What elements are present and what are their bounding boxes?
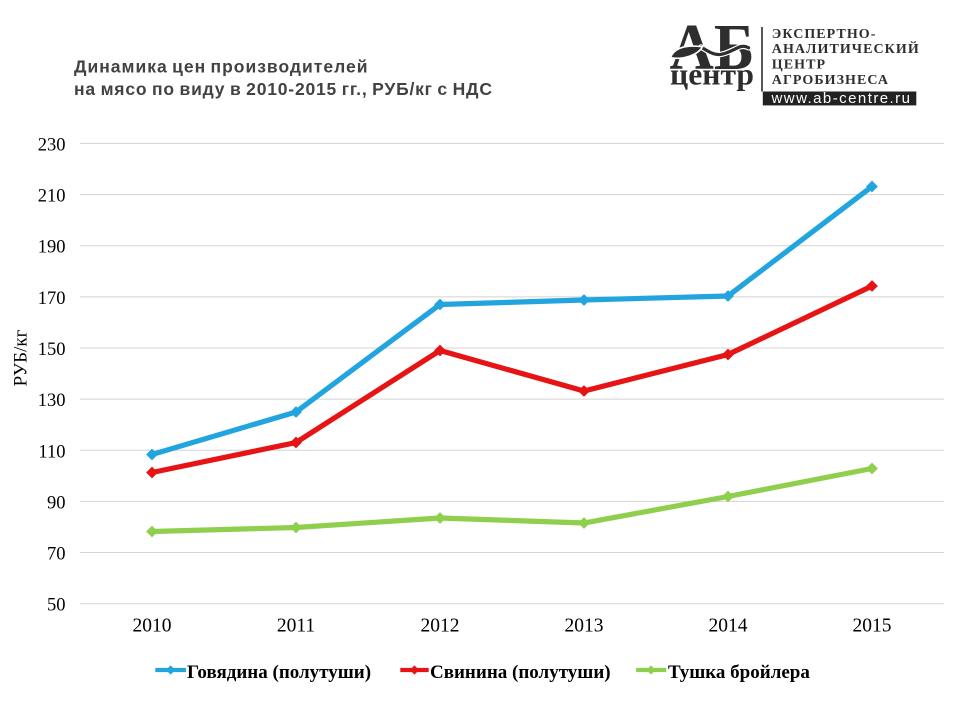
svg-text:2015: 2015	[853, 616, 892, 637]
svg-text:150: 150	[38, 340, 66, 360]
svg-text:2013: 2013	[565, 616, 604, 637]
svg-text:2014: 2014	[709, 616, 748, 637]
svg-text:190: 190	[38, 238, 66, 258]
svg-text:230: 230	[38, 135, 66, 155]
svg-text:2010: 2010	[133, 616, 172, 637]
svg-text:170: 170	[38, 289, 66, 309]
svg-text:110: 110	[38, 442, 65, 462]
svg-text:www.ab-centre.ru: www.ab-centre.ru	[771, 90, 912, 107]
svg-text:90: 90	[47, 493, 66, 513]
svg-text:2012: 2012	[421, 616, 460, 637]
svg-text:2011: 2011	[277, 616, 315, 637]
svg-text:Свинина (полутуши): Свинина (полутуши)	[430, 662, 611, 683]
svg-text:ЭКСПЕРТНО-: ЭКСПЕРТНО-	[772, 27, 877, 42]
svg-text:Тушка бройлера: Тушка бройлера	[668, 662, 810, 683]
svg-text:на мясо по виду в 2010-2015 гг: на мясо по виду в 2010-2015 гг., РУБ/кг …	[74, 79, 493, 99]
svg-text:70: 70	[47, 545, 66, 565]
svg-text:АНАЛИТИЧЕСКИЙ: АНАЛИТИЧЕСКИЙ	[772, 40, 920, 57]
svg-text:АГРОБИЗНЕСА: АГРОБИЗНЕСА	[772, 73, 889, 88]
svg-text:ЦЕНТР: ЦЕНТР	[772, 57, 826, 72]
svg-text:Динамика цен производителей: Динамика цен производителей	[74, 56, 368, 76]
svg-text:130: 130	[38, 391, 66, 411]
svg-text:50: 50	[47, 596, 66, 616]
svg-text:РУБ/кг: РУБ/кг	[11, 329, 32, 386]
svg-text:Говядина (полутуши): Говядина (полутуши)	[187, 662, 371, 683]
svg-text:центр: центр	[670, 57, 754, 92]
svg-text:210: 210	[38, 187, 66, 207]
